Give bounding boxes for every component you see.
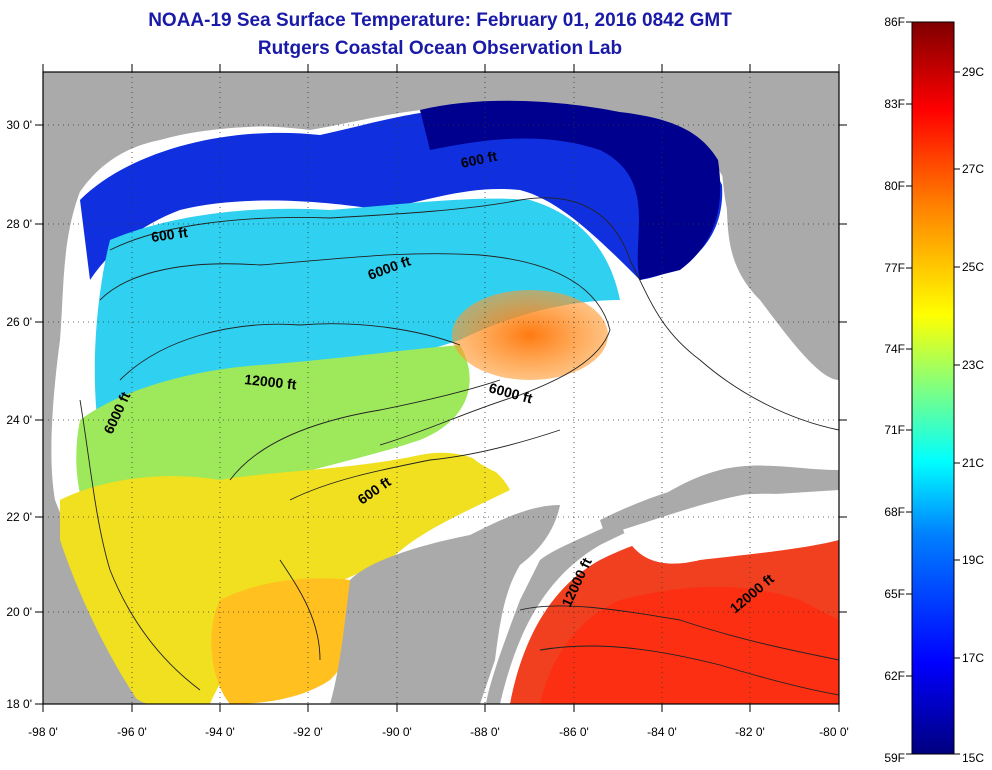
lon-label: -82 0' (735, 725, 765, 739)
map-grid (43, 72, 839, 704)
colorbar-f-label: 62F (884, 669, 905, 683)
lon-label: -88 0' (470, 725, 500, 739)
colorbar-c-label: 21C (962, 456, 984, 470)
cloud-patch-yucatan (450, 370, 662, 480)
colorbar-c-label: 27C (962, 162, 984, 176)
contour-label: 600 ft (459, 148, 498, 171)
lon-label: -86 0' (559, 725, 589, 739)
sst-yellow-south (60, 452, 510, 704)
colorbar-c-label: 29C (962, 65, 984, 79)
colorbar-c-label: 15C (962, 751, 984, 765)
latitude-labels: 30 0' 28 0' 26 0' 24 0' 22 0' 20 0' 18 0… (6, 118, 32, 711)
sst-cold-north (80, 108, 723, 280)
land-florida (720, 120, 839, 380)
colorbar-f-label: 83F (884, 97, 905, 111)
colorbar-f-label: 80F (884, 179, 905, 193)
sst-orange-campeche (211, 578, 361, 704)
contour-label: 600 ft (150, 224, 189, 245)
lon-label: -80 0' (819, 725, 849, 739)
lon-label: -84 0' (647, 725, 677, 739)
land-yucatan (330, 505, 560, 704)
colorbar-c-label: 19C (962, 553, 984, 567)
colorbar-f-label: 86F (884, 15, 905, 29)
longitude-labels: -98 0' -96 0' -94 0' -92 0' -90 0' -88 0… (28, 725, 849, 739)
land-us-gulf-coast (43, 72, 839, 260)
lon-label: -94 0' (205, 725, 235, 739)
land-cuba (600, 472, 839, 535)
sst-coldest-ne (420, 100, 721, 280)
colorbar-c-label: 23C (962, 358, 984, 372)
colorbar-f-label: 68F (884, 505, 905, 519)
colorbar-f-label: 74F (884, 342, 905, 356)
contour-label: 12000 ft (244, 371, 298, 392)
bathymetry-contours (79, 197, 839, 696)
lat-label: 18 0' (6, 697, 32, 711)
lat-label: 26 0' (6, 315, 32, 329)
lat-label: 22 0' (6, 510, 32, 524)
colorbar-f-label: 59F (884, 751, 905, 765)
colorbar: 86F 83F 80F 77F 74F 71F 68F 65F 62F 59F … (884, 15, 984, 765)
axis-ticks (35, 64, 847, 712)
lon-label: -90 0' (382, 725, 412, 739)
lat-label: 30 0' (6, 118, 32, 132)
lon-label: -96 0' (117, 725, 147, 739)
colorbar-f-label: 71F (884, 423, 905, 437)
map-title: NOAA-19 Sea Surface Temperature: Februar… (148, 10, 732, 31)
colorbar-c-label: 17C (962, 651, 984, 665)
lon-label: -92 0' (293, 725, 323, 739)
colorbar-scale (911, 21, 955, 755)
land-mexico-west (43, 260, 150, 704)
lon-label: -98 0' (28, 725, 58, 739)
sst-caribbean-red (540, 586, 839, 704)
sst-loop-current-eddy (452, 290, 608, 380)
lat-label: 28 0' (6, 217, 32, 231)
map-frame (42, 71, 840, 705)
colorbar-f-label: 77F (884, 261, 905, 275)
lat-label: 24 0' (6, 413, 32, 427)
colorbar-c-label: 25C (962, 260, 984, 274)
map-subtitle: Rutgers Coastal Ocean Observation Lab (257, 38, 623, 59)
colorbar-f-label: 65F (884, 587, 905, 601)
lat-label: 20 0' (6, 605, 32, 619)
